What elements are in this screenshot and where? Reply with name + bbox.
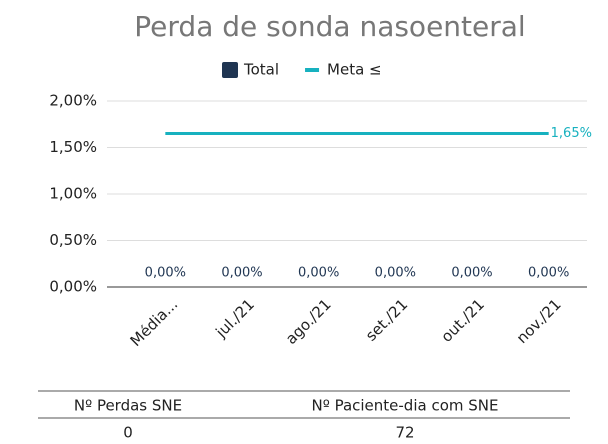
table-header: Nº Paciente-dia com SNE [312,397,499,415]
data-label: 1,65% [551,126,592,141]
data-label: 0,00% [528,266,569,281]
x-tick-label: set./21 [362,295,411,344]
x-tick-label: Média... [127,295,182,350]
legend-label: Meta ≤ [327,61,382,79]
data-label: 0,00% [221,266,262,281]
x-tick-label: ago./21 [282,295,335,348]
y-tick-label: 0,50% [49,231,97,249]
table-cell: 0 [123,424,133,442]
data-label: 0,00% [145,266,186,281]
chart-title: Perda de sonda nasoenteral [134,10,525,43]
x-tick-label: nov./21 [513,295,565,347]
table-cell: 72 [395,424,414,442]
x-tick-label: jul./21 [212,295,259,342]
table-header: Nº Perdas SNE [74,397,182,415]
data-label: 0,00% [451,266,492,281]
y-tick-label: 1,00% [49,185,97,203]
legend-swatch [305,68,320,72]
legend-swatch [222,62,238,78]
data-label: 0,00% [298,266,339,281]
data-label: 0,00% [375,266,416,281]
legend-label: Total [243,61,279,79]
y-tick-label: 2,00% [49,92,97,110]
y-tick-label: 1,50% [49,138,97,156]
y-tick-label: 0,00% [49,278,97,296]
x-tick-label: out./21 [437,295,488,346]
